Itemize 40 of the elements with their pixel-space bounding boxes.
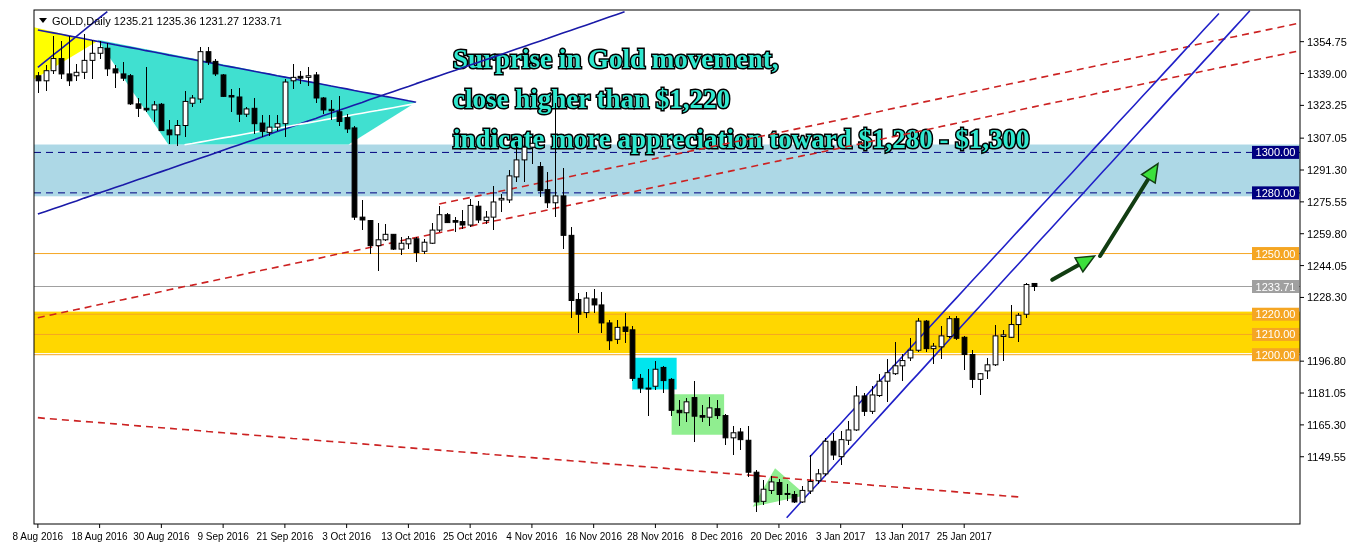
x-tick-label: 16 Nov 2016 — [565, 531, 623, 542]
line-series — [438, 22, 1297, 205]
y-tick-label: 1354.75 — [1307, 35, 1347, 48]
x-tick-label: 13 Jan 2017 — [874, 531, 931, 542]
line-series — [37, 50, 1297, 319]
x-tick-label: 8 Aug 2016 — [12, 531, 64, 542]
x-tick-label: 8 Dec 2016 — [691, 531, 744, 542]
ref-line-label: 1233.71 — [1255, 280, 1296, 293]
y-tick-label: 1259.80 — [1307, 227, 1347, 240]
x-tick-label: 13 Oct 2016 — [381, 531, 437, 542]
x-tick-label: 28 Nov 2016 — [627, 531, 685, 542]
x-tick-label: 3 Jan 2017 — [815, 531, 866, 542]
y-tick-label: 1307.05 — [1307, 132, 1347, 145]
x-tick-label: 21 Sep 2016 — [256, 531, 314, 542]
y-tick-label: 1339.00 — [1307, 67, 1347, 80]
y-tick-label: 1323.25 — [1307, 99, 1347, 112]
y-tick-label: 1181.05 — [1307, 387, 1346, 400]
x-tick-label: 25 Oct 2016 — [442, 531, 498, 542]
y-tick-label: 1149.55 — [1307, 450, 1346, 463]
y-tick-label: 1165.30 — [1307, 418, 1346, 431]
ref-line-label: 1280.00 — [1255, 186, 1296, 199]
ref-line-label: 1220.00 — [1255, 308, 1296, 321]
x-tick-label: 30 Aug 2016 — [133, 531, 190, 542]
y-tick-label: 1275.55 — [1307, 195, 1347, 208]
ref-line-label: 1300.00 — [1255, 146, 1296, 159]
line-series — [37, 416, 1020, 498]
x-tick-label: 9 Sep 2016 — [197, 531, 250, 542]
x-tick-label: 25 Jan 2017 — [936, 531, 993, 542]
ref-line-label: 1200.00 — [1255, 348, 1296, 361]
x-tick-label: 18 Aug 2016 — [71, 531, 129, 542]
y-tick-label: 1228.30 — [1307, 291, 1347, 304]
ref-line-label: 1210.00 — [1255, 328, 1296, 341]
y-tick-label: 1196.80 — [1307, 355, 1346, 368]
y-tick-label: 1244.05 — [1307, 259, 1347, 272]
x-tick-label: 4 Nov 2016 — [506, 531, 558, 542]
x-tick-label: 3 Oct 2016 — [322, 531, 372, 542]
x-tick-label: 20 Dec 2016 — [750, 531, 808, 542]
annotation: close higher than $1,220 — [453, 84, 731, 114]
ref-line-label: 1250.00 — [1255, 247, 1296, 260]
y-tick-label: 1291.30 — [1307, 164, 1347, 177]
